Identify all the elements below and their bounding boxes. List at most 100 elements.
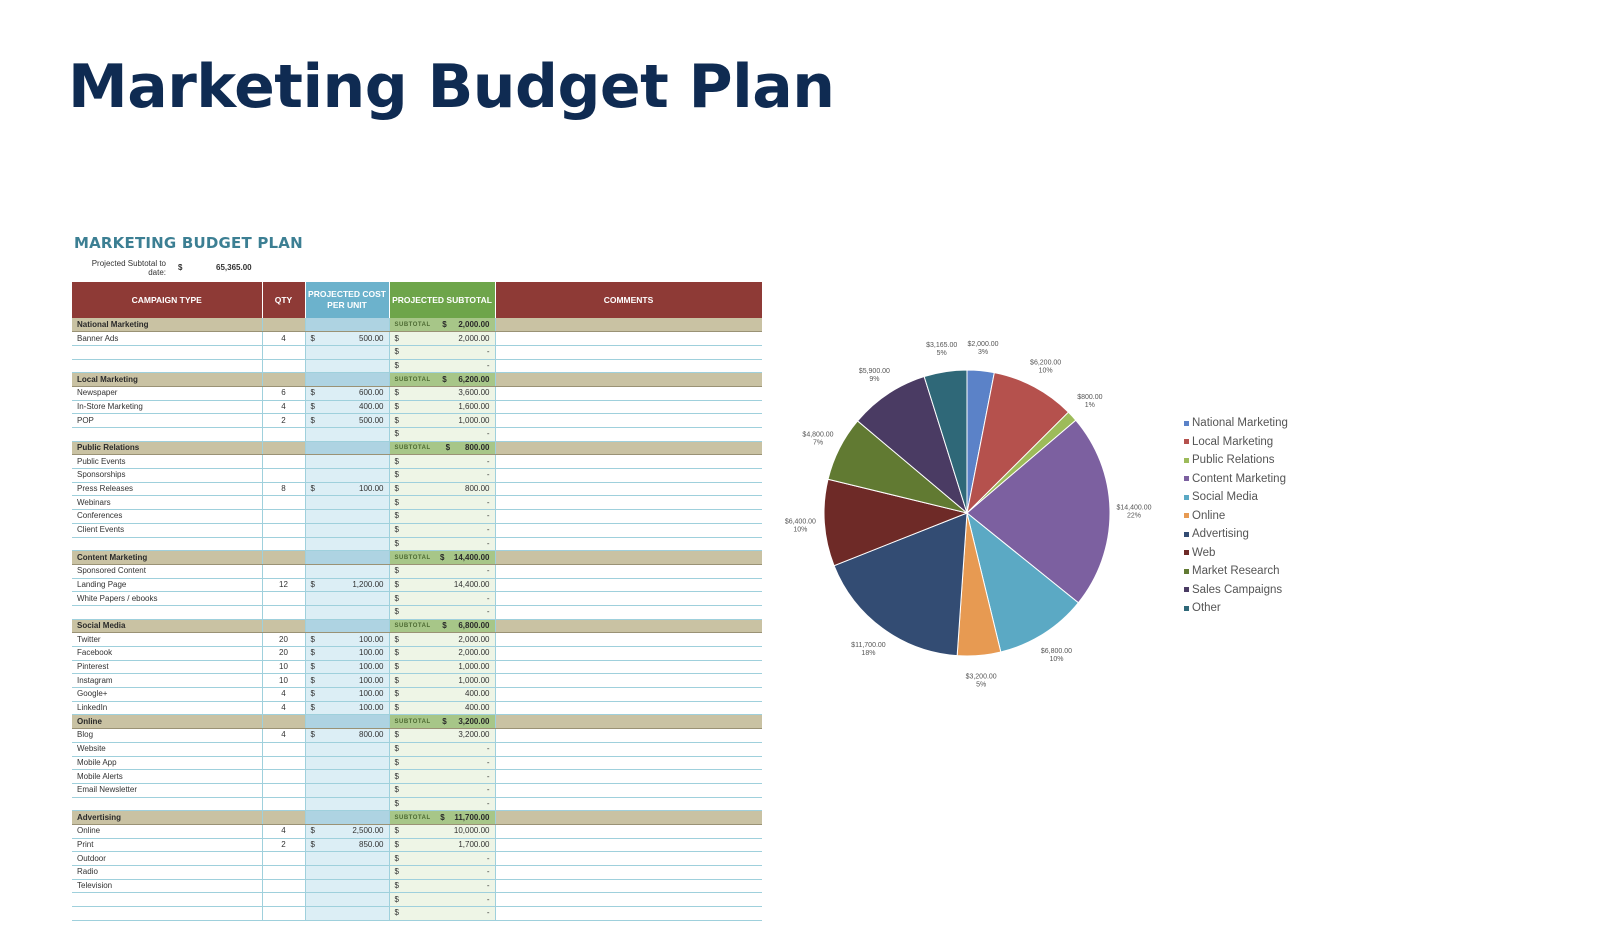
item-subtotal: 2,000.00: [458, 648, 490, 658]
item-subtotal-cell: $ -: [389, 591, 496, 606]
table-body: National Marketing SUBTOTAL $2,000.00 Banne…: [72, 318, 762, 921]
currency-symbol: $: [394, 675, 399, 685]
item-name: Mobile App: [72, 756, 263, 771]
item-name: [72, 345, 263, 360]
item-subtotal-cell: $ -: [389, 769, 496, 784]
item-qty: [262, 427, 306, 442]
slice-value-label: $6,200.00: [1030, 360, 1061, 367]
table-row: In-Store Marketing 4 $400.00 $1,600.00: [72, 400, 762, 415]
currency-symbol: $: [394, 785, 399, 795]
item-subtotal: -: [486, 798, 490, 808]
comment-cell: [495, 646, 762, 661]
item-name: Outdoor: [72, 851, 263, 866]
item-qty: [262, 769, 306, 784]
item-subtotal-cell: $ -: [389, 797, 496, 812]
legend-item: Market Research: [1184, 562, 1288, 581]
currency-symbol: $: [394, 347, 399, 357]
item-cost-cell: $100.00: [305, 660, 390, 675]
item-cost-cell: [305, 756, 390, 771]
item-subtotal: -: [486, 881, 490, 891]
comment-cell: [495, 537, 762, 552]
currency-symbol: $: [394, 881, 399, 891]
item-subtotal-cell: $2,000.00: [389, 646, 496, 661]
slice-percent-label: 10%: [1039, 368, 1053, 375]
item-cost-cell: $100.00: [305, 632, 390, 647]
item-qty: [262, 345, 306, 360]
slice-percent-label: 7%: [813, 440, 823, 447]
currency-symbol: $: [310, 415, 315, 425]
currency-symbol: $: [310, 826, 315, 836]
slice-percent-label: 22%: [1127, 513, 1141, 520]
item-qty: [262, 742, 306, 757]
projected-subtotal-label: Projected Subtotal to date:: [91, 259, 166, 277]
cost-cell: [305, 810, 390, 825]
comment-cell: [495, 701, 762, 716]
currency-symbol: $: [394, 566, 399, 576]
currency-symbol: $: [394, 853, 399, 863]
legend-label: Local Marketing: [1192, 435, 1274, 448]
currency-symbol: $: [394, 826, 399, 836]
slice-value-label: $3,165.00: [926, 342, 957, 349]
currency-symbol: $: [310, 648, 315, 658]
comment-cell: [495, 714, 762, 730]
legend-item: Other: [1184, 599, 1288, 618]
item-subtotal: -: [486, 757, 490, 767]
item-qty: [262, 509, 306, 524]
item-subtotal: 2,000.00: [458, 333, 490, 343]
category-name: Advertising: [72, 810, 263, 825]
comment-cell: [495, 742, 762, 757]
item-subtotal: 400.00: [465, 703, 490, 713]
legend-item: Content Marketing: [1184, 470, 1288, 489]
comment-cell: [495, 427, 762, 442]
item-qty: [262, 537, 306, 552]
item-subtotal: -: [486, 470, 490, 480]
slice-value-label: $800.00: [1077, 394, 1102, 401]
item-qty: 8: [262, 482, 306, 497]
item-subtotal-cell: $2,000.00: [389, 331, 496, 346]
table-row: Mobile Alerts $ -: [72, 769, 762, 784]
item-subtotal-cell: $400.00: [389, 701, 496, 716]
comment-cell: [495, 673, 762, 689]
category-row: National Marketing SUBTOTAL $2,000.00: [72, 318, 762, 333]
legend-item: National Marketing: [1184, 414, 1288, 433]
item-name: [72, 537, 263, 552]
item-cost-cell: [305, 797, 390, 812]
item-cost: 100.00: [359, 662, 384, 672]
currency-symbol: $: [440, 552, 445, 562]
currency-symbol: $: [394, 867, 399, 877]
category-row: Advertising SUBTOTAL $11,700.00: [72, 810, 762, 825]
item-cost: 100.00: [359, 484, 384, 494]
item-subtotal-cell: $3,600.00: [389, 386, 496, 401]
table-row: Public Events $ -: [72, 454, 762, 470]
item-name: Press Releases: [72, 482, 263, 497]
table-row: $ -: [72, 892, 762, 908]
comment-cell: [495, 318, 762, 333]
item-cost-cell: $100.00: [305, 687, 390, 702]
item-name: [72, 427, 263, 442]
legend-swatch: [1184, 550, 1189, 556]
comment-cell: [495, 619, 762, 634]
header-campaign-type: CAMPAIGN TYPE: [72, 282, 263, 318]
comment-cell: [495, 728, 762, 743]
item-cost-cell: [305, 851, 390, 866]
item-cost-cell: [305, 892, 390, 908]
budget-spreadsheet: MARKETING BUDGET PLAN Projected Subtotal…: [72, 234, 762, 924]
item-qty: [262, 454, 306, 470]
category-subtotal-cell: SUBTOTAL $2,000.00: [389, 318, 496, 333]
table-row: Banner Ads 4 $500.00 $2,000.00: [72, 331, 762, 346]
currency-symbol: $: [394, 798, 399, 808]
item-cost-cell: [305, 783, 390, 798]
currency-symbol: $: [394, 429, 399, 439]
item-cost-cell: [305, 345, 390, 360]
item-qty: 4: [262, 331, 306, 346]
table-header-row: CAMPAIGN TYPE QTY PROJECTED COST PER UNI…: [72, 282, 762, 318]
legend-item: Public Relations: [1184, 451, 1288, 470]
item-subtotal-cell: $3,200.00: [389, 728, 496, 743]
item-subtotal: 10,000.00: [453, 826, 490, 836]
currency-symbol: $: [394, 525, 399, 535]
item-subtotal: -: [486, 744, 490, 754]
item-subtotal-cell: $2,000.00: [389, 632, 496, 647]
currency-symbol: $: [394, 415, 399, 425]
item-subtotal-cell: $1,600.00: [389, 400, 496, 415]
item-qty: [262, 605, 306, 620]
